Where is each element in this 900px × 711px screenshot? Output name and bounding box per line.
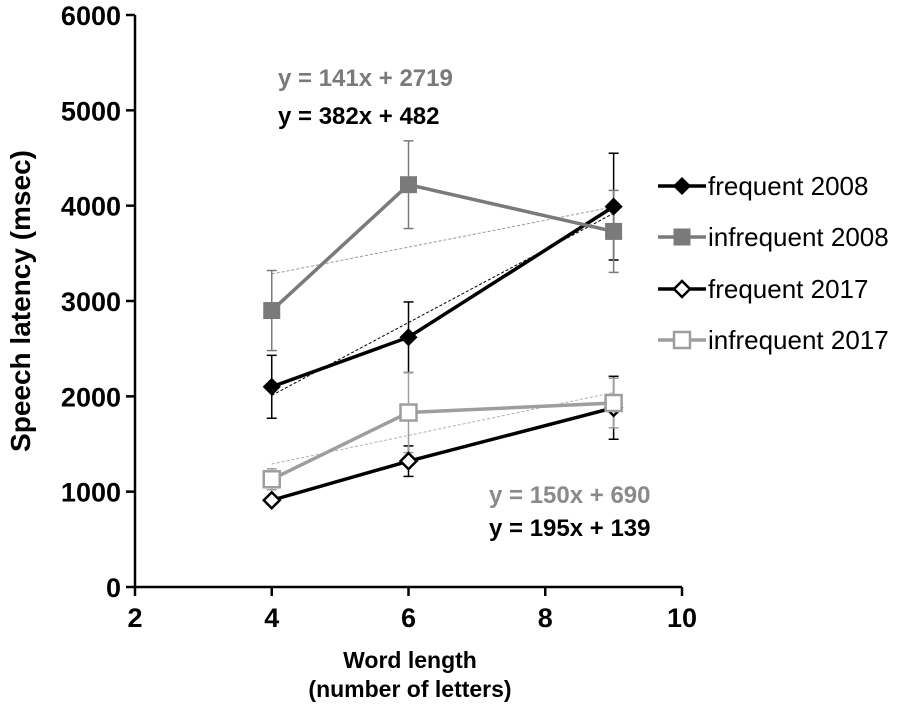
series-line-frequent-2008 — [271, 205, 615, 389]
point-infrequent-2017 — [262, 470, 281, 489]
x-tick-label: 10 — [667, 603, 697, 633]
point-frequent-2017 — [398, 451, 419, 471]
x-tick-label: 4 — [264, 603, 279, 633]
legend-marker-infrequent-2008 — [673, 228, 691, 246]
legend-marker-frequent-2017 — [672, 279, 692, 299]
legend: frequent 2008 infrequent 2008 frequent 201… — [658, 171, 889, 355]
equation-frequent-2017: y = 195x + 139 — [489, 515, 650, 542]
x-axis-title-line2: (number of letters) — [308, 676, 511, 702]
equation-infrequent-2017: y = 150x + 690 — [489, 482, 650, 509]
y-tick-label: 0 — [106, 573, 121, 603]
equation-infrequent-2008: y = 141x + 2719 — [278, 65, 453, 92]
point-frequent-2008 — [262, 377, 281, 396]
y-tick-label: 1000 — [61, 478, 121, 508]
x-axis-title-line1: Word length — [343, 647, 477, 673]
series-line-infrequent-2017 — [270, 401, 614, 481]
series-lines — [270, 182, 615, 502]
legend-label-frequent-2017: frequent 2017 — [708, 274, 868, 304]
point-frequent-2017 — [261, 490, 282, 511]
legend-label-infrequent-2017: infrequent 2017 — [708, 325, 889, 355]
series-line-infrequent-2008 — [270, 182, 615, 312]
legend-label-infrequent-2008: infrequent 2008 — [708, 222, 889, 252]
y-axis-title: Speech latency (msec) — [5, 150, 36, 452]
y-tick-label: 6000 — [61, 1, 121, 31]
point-infrequent-2008 — [263, 302, 281, 320]
x-tick-label: 2 — [127, 603, 142, 633]
ticks: 0 1000 2000 3000 4000 5000 6000 2 4 6 8 10 — [61, 1, 697, 633]
point-frequent-2008 — [604, 197, 623, 216]
legend-label-frequent-2008: frequent 2008 — [708, 171, 868, 201]
y-tick-label: 3000 — [61, 287, 121, 317]
y-tick-label: 2000 — [61, 382, 121, 412]
y-tick-label: 5000 — [61, 96, 121, 126]
point-infrequent-2008 — [605, 222, 623, 240]
legend-marker-infrequent-2017 — [672, 330, 692, 350]
y-tick-label: 4000 — [61, 192, 121, 222]
markers — [261, 176, 624, 511]
equation-frequent-2008: y = 382x + 482 — [278, 103, 439, 130]
x-tick-label: 6 — [401, 603, 416, 633]
legend-marker-frequent-2008 — [672, 176, 692, 196]
point-infrequent-2017 — [399, 403, 418, 422]
point-infrequent-2008 — [400, 176, 417, 194]
point-infrequent-2017 — [604, 393, 623, 413]
point-frequent-2008 — [399, 328, 418, 347]
x-tick-label: 8 — [538, 603, 553, 633]
